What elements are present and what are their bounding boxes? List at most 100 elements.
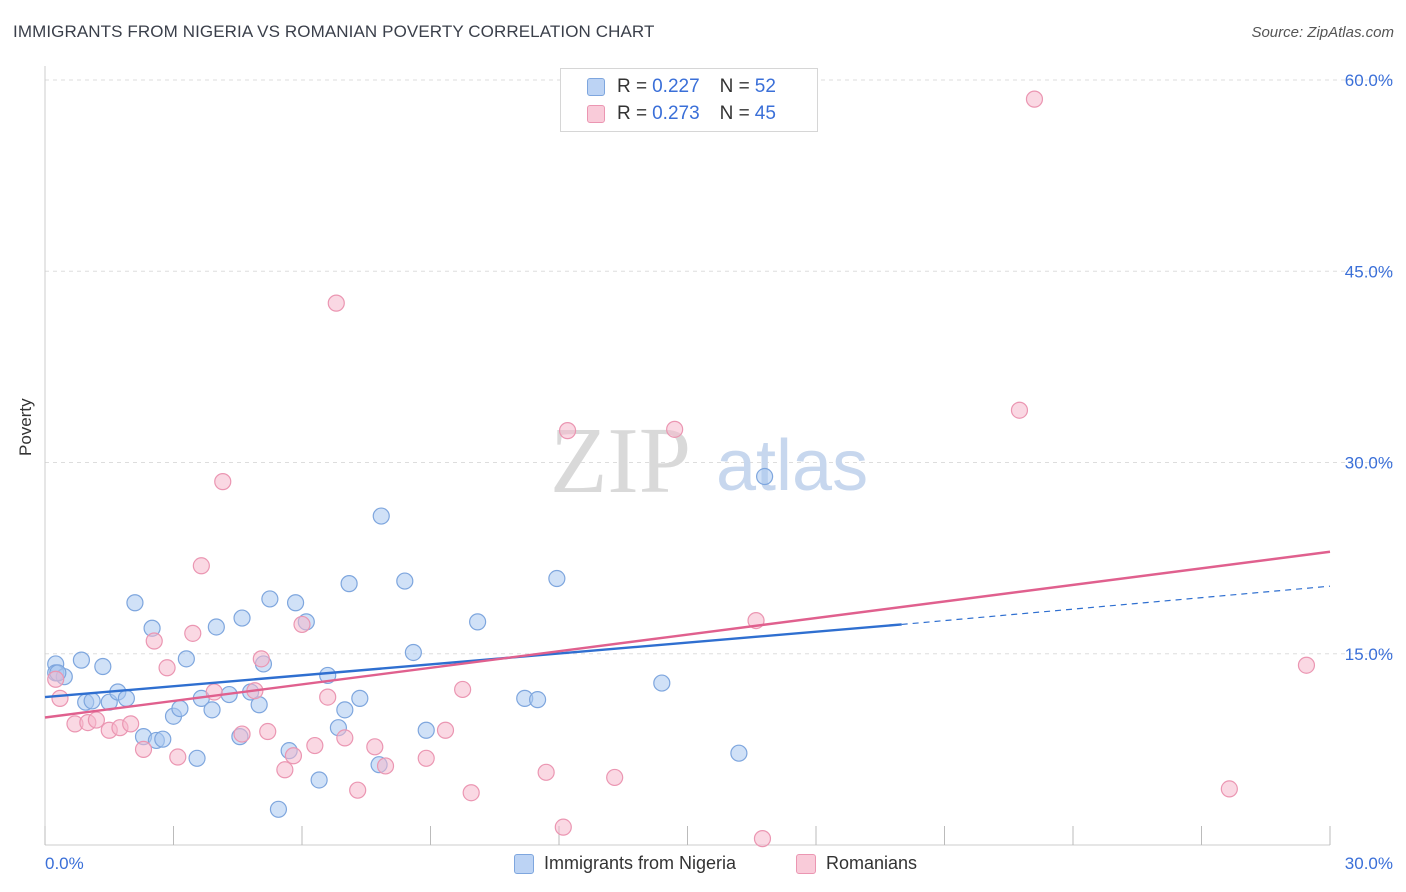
data-point-romanians [306, 736, 324, 755]
data-point-nigeria [171, 699, 189, 718]
legend-row-nigeria: R = 0.227 N = 52 [587, 75, 776, 99]
legend-row-romanians: R = 0.273 N = 45 [587, 102, 776, 126]
data-point-romanians [554, 818, 572, 836]
data-point-romanians [753, 830, 772, 848]
data-point-nigeria [404, 643, 422, 662]
data-point-romanians [462, 784, 480, 802]
data-point-romanians [327, 294, 345, 312]
x-tick-label: 0.0% [45, 854, 84, 873]
data-point-nigeria [269, 800, 288, 818]
data-point-romanians [606, 768, 624, 787]
data-point-romanians [169, 748, 187, 766]
y-tick-label: 60.0% [1345, 71, 1393, 90]
data-point-romanians [252, 650, 270, 668]
data-point-nigeria [396, 572, 414, 590]
data-point-nigeria [261, 590, 279, 608]
data-point-nigeria [755, 467, 774, 486]
y-tick-label: 45.0% [1345, 262, 1393, 281]
trendline-nigeria [44, 623, 902, 699]
grid-layer [45, 79, 1395, 655]
legend-r-label: R = [617, 76, 648, 97]
data-point-romanians [1220, 780, 1238, 798]
data-point-romanians [134, 740, 153, 758]
data-point-romanians [666, 420, 684, 438]
data-point-nigeria [117, 689, 135, 707]
data-point-nigeria [351, 689, 369, 707]
legend-swatch-pink [587, 105, 605, 123]
data-point-romanians [454, 680, 472, 699]
axis-layer [44, 66, 1331, 846]
legend-swatch-blue [587, 78, 605, 96]
data-point-nigeria [310, 771, 328, 789]
data-point-romanians [214, 473, 232, 491]
series-legend: Immigrants from Nigeria Romanians [0, 853, 1406, 877]
data-point-nigeria [83, 692, 101, 710]
data-point-nigeria [548, 569, 566, 588]
trendline-nigeria-extension [901, 585, 1331, 626]
data-point-nigeria [126, 594, 144, 612]
trend-layer [44, 550, 1331, 719]
data-point-nigeria [286, 594, 305, 612]
data-point-nigeria [207, 618, 225, 636]
chart-title: IMMIGRANTS FROM NIGERIA VS ROMANIAN POVE… [13, 22, 655, 41]
data-point-romanians [259, 722, 277, 741]
watermark-atlas: atlas [716, 426, 868, 506]
data-point-romanians [417, 749, 435, 767]
data-point-nigeria [417, 721, 435, 739]
watermark: ZIP atlas [550, 409, 868, 513]
data-point-nigeria [72, 651, 91, 669]
legend-swatch-blue [514, 853, 534, 874]
legend-n-value: 45 [754, 103, 776, 124]
x-tick-label: 30.0% [1345, 854, 1393, 873]
data-point-nigeria [188, 749, 206, 767]
legend-label-nigeria: Immigrants from Nigeria [544, 853, 737, 873]
legend-n-label: N = [719, 76, 750, 97]
data-point-nigeria [336, 701, 354, 719]
data-point-romanians [122, 715, 140, 733]
data-point-romanians [158, 659, 176, 677]
data-point-nigeria [203, 701, 221, 719]
data-point-nigeria [340, 575, 358, 593]
data-point-nigeria [233, 609, 251, 627]
points-layer [47, 90, 1316, 848]
legend-n-value: 52 [754, 76, 776, 97]
data-point-romanians [192, 557, 210, 575]
tick-labels: 15.0% 30.0% 45.0% 60.0% 0.0% 30.0% [45, 71, 1393, 873]
data-point-nigeria [154, 730, 172, 748]
data-point-nigeria [653, 674, 671, 692]
y-axis-label: Poverty [16, 398, 35, 456]
data-point-romanians [1025, 90, 1044, 108]
legend-item-nigeria[interactable]: Immigrants from Nigeria [514, 853, 736, 874]
y-tick-label: 30.0% [1345, 454, 1393, 473]
source-credit: Source: ZipAtlas.com [1251, 24, 1394, 41]
data-point-romanians [47, 670, 65, 688]
correlation-legend: R = 0.227 N = 52 R = 0.273 N = 45 [560, 68, 818, 132]
legend-item-romanians[interactable]: Romanians [796, 853, 917, 874]
data-point-romanians [558, 422, 577, 440]
data-point-nigeria [469, 613, 487, 631]
data-point-nigeria [372, 507, 390, 525]
data-point-nigeria [528, 691, 547, 709]
legend-r-label: R = [617, 103, 648, 124]
data-point-romanians [145, 632, 163, 650]
legend-swatch-pink [796, 853, 816, 874]
data-point-nigeria [94, 657, 112, 676]
data-point-romanians [366, 738, 384, 756]
data-point-romanians [319, 688, 337, 706]
data-point-nigeria [177, 650, 195, 668]
data-point-romanians [233, 725, 251, 743]
data-point-romanians [1010, 401, 1029, 419]
data-point-romanians [537, 763, 555, 781]
legend-label-romanians: Romanians [826, 853, 918, 873]
data-point-romanians [293, 615, 311, 634]
legend-r-value: 0.273 [652, 103, 700, 124]
data-point-romanians [376, 757, 395, 775]
data-point-romanians [51, 689, 69, 707]
data-point-romanians [1297, 656, 1316, 674]
data-point-romanians [284, 747, 303, 765]
data-point-nigeria [730, 744, 748, 762]
data-point-romanians [349, 781, 367, 799]
legend-n-label: N = [719, 103, 750, 124]
data-point-romanians [276, 761, 294, 779]
